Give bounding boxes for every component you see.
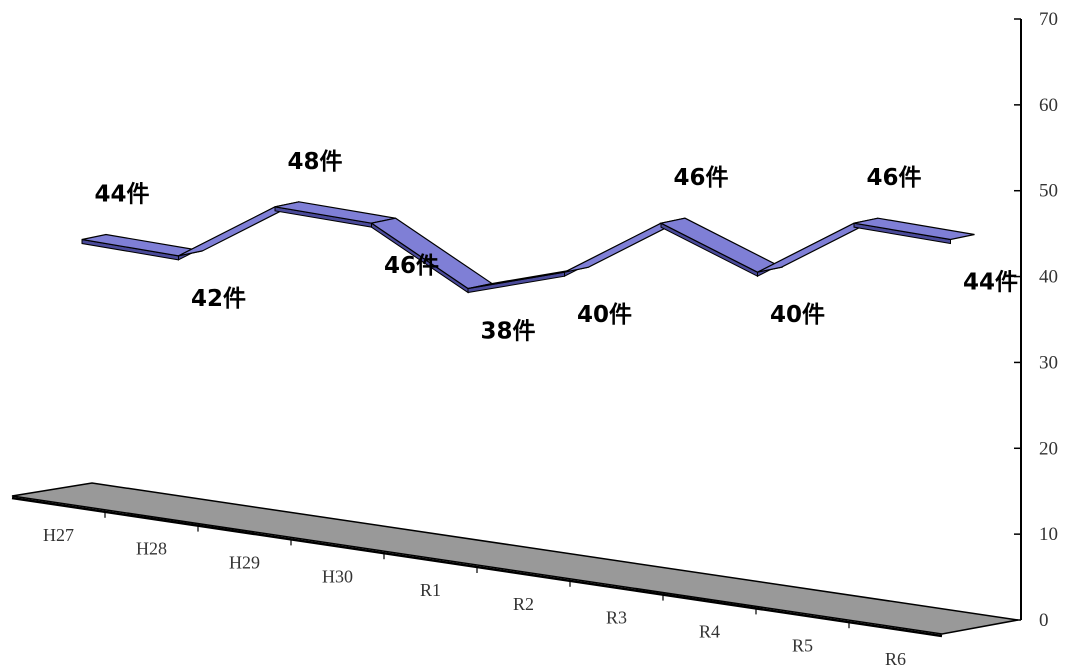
data-label: 48件 — [287, 149, 342, 175]
y-tick-label: 40 — [1039, 267, 1058, 288]
y-tick-label: 60 — [1039, 95, 1058, 116]
x-tick-label: R2 — [513, 594, 534, 614]
data-label: 40件 — [577, 302, 632, 328]
data-label: 42件 — [191, 286, 246, 312]
y-axis-ticks: 0 10 20 30 40 50 60 70 — [1014, 9, 1058, 631]
data-label: 46件 — [866, 165, 921, 191]
data-label: 44件 — [963, 270, 1018, 296]
x-tick-label: R1 — [420, 580, 441, 600]
data-label: 44件 — [94, 182, 149, 208]
line-segment — [659, 217, 784, 278]
data-label: 40件 — [770, 302, 825, 328]
y-tick-label: 10 — [1039, 524, 1058, 545]
x-tick-label: H27 — [43, 525, 74, 545]
x-tick-label: H28 — [136, 539, 167, 559]
y-tick-label: 50 — [1039, 181, 1058, 202]
data-label: 46件 — [673, 165, 728, 191]
line-series — [81, 201, 975, 294]
x-tick-label: R4 — [699, 622, 720, 642]
x-axis-ticks: H27 H28 H29 H30 R1 R2 R3 R4 R5 R6 — [43, 511, 906, 669]
line-segment — [853, 217, 975, 245]
data-label: 38件 — [480, 319, 535, 345]
y-tick-label: 70 — [1039, 9, 1058, 30]
y-tick-label: 30 — [1039, 352, 1058, 373]
y-tick-label: 20 — [1039, 438, 1058, 459]
x-tick-label: R3 — [606, 608, 627, 628]
y-tick-label: 0 — [1039, 610, 1049, 631]
data-label: 46件 — [384, 253, 439, 279]
x-tick-label: H29 — [229, 553, 260, 573]
x-tick-label: H30 — [322, 566, 353, 586]
line-segment — [178, 201, 300, 261]
x-tick-label: R5 — [792, 635, 813, 655]
data-labels: 44件 42件 48件 46件 38件 40件 46件 40件 46件 44件 — [94, 149, 1018, 345]
x-tick-label: R6 — [885, 649, 906, 669]
